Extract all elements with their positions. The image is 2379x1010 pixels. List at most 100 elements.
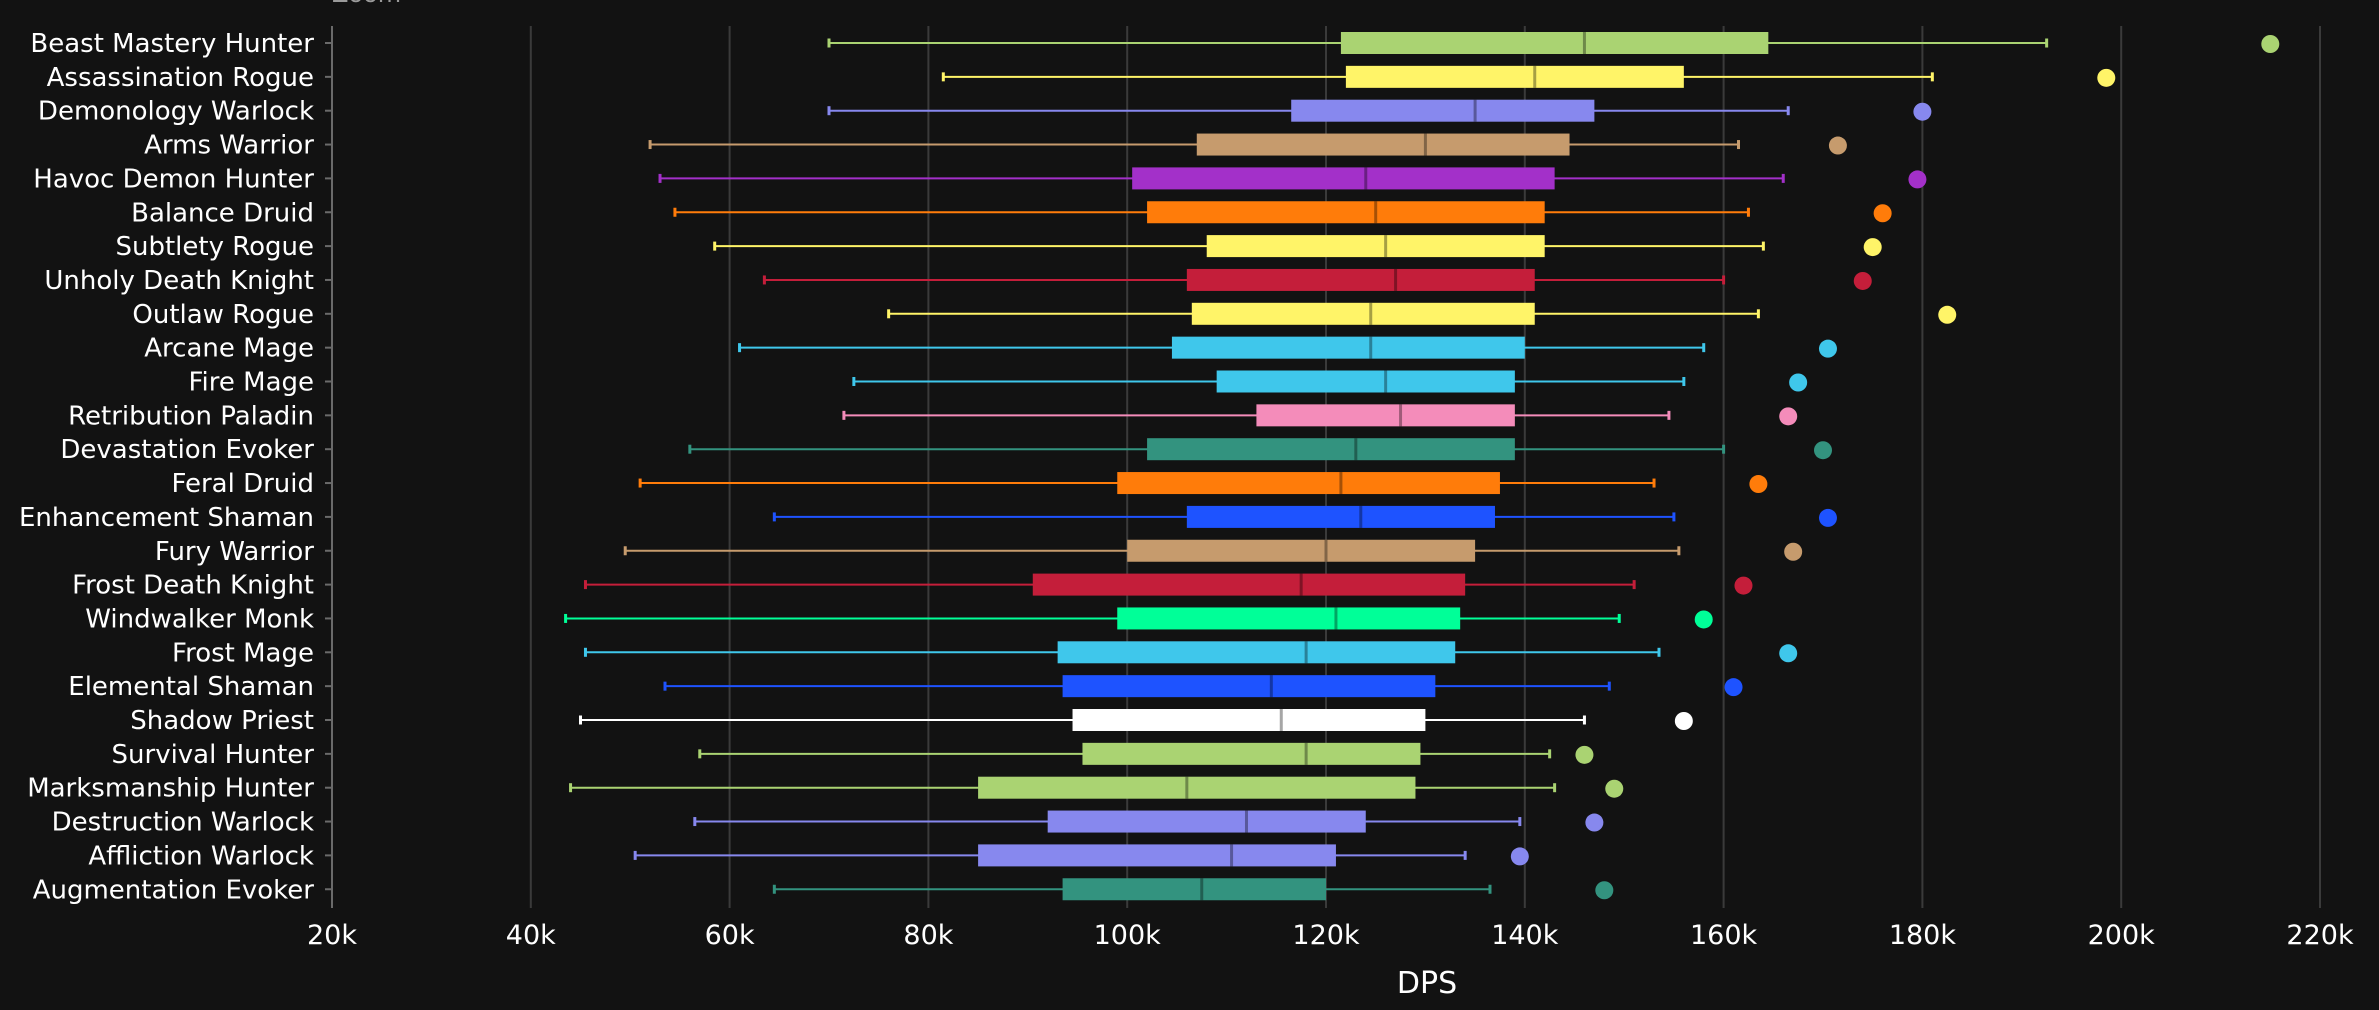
y-category-label: Arcane Mage (144, 334, 314, 364)
y-category-label: Demonology Warlock (38, 97, 314, 127)
y-category-label: Fury Warrior (155, 537, 314, 567)
iqr-box (1191, 302, 1535, 325)
iqr-box (1206, 235, 1545, 258)
max-outlier-point (1605, 779, 1624, 798)
iqr-box (1062, 878, 1326, 901)
iqr-box (1047, 810, 1366, 833)
iqr-box (1256, 404, 1515, 427)
max-outlier-point (2261, 35, 2280, 53)
box-series (887, 302, 1957, 325)
iqr-box (1127, 539, 1476, 562)
x-tick-label: 200k (2088, 920, 2156, 951)
box-series (579, 709, 1693, 731)
iqr-box (1345, 65, 1684, 88)
axes (325, 26, 333, 908)
iqr-box (1186, 505, 1495, 528)
y-category-label: Retribution Paladin (68, 401, 314, 431)
iqr-box (1117, 607, 1461, 630)
box-series (564, 607, 1713, 630)
boxes (564, 32, 2280, 901)
y-category-label: Outlaw Rogue (132, 300, 314, 330)
box-series (623, 539, 1803, 562)
box-series (762, 268, 1872, 291)
max-outlier-point (1749, 475, 1768, 494)
max-outlier-point (1734, 576, 1753, 595)
box-series (658, 167, 1927, 190)
y-category-label: Subtlety Rogue (115, 232, 314, 262)
iqr-box (1186, 268, 1535, 291)
y-category-label: Fire Mage (188, 368, 314, 398)
box-series (738, 336, 1837, 359)
iqr-box (1171, 336, 1525, 359)
max-outlier-point (1818, 508, 1837, 527)
max-outlier-point (1674, 712, 1693, 730)
iqr-box (1057, 641, 1456, 664)
box-series (698, 742, 1594, 765)
max-outlier-point (1694, 610, 1713, 629)
x-axis-title: DPS (1397, 966, 1457, 1001)
box-series (772, 505, 1837, 528)
max-outlier-point (1789, 373, 1808, 392)
x-tick-label: 20k (307, 920, 357, 951)
box-series (693, 810, 1604, 833)
iqr-box (1147, 438, 1515, 461)
y-category-label: Unholy Death Knight (44, 266, 314, 296)
y-category-label: Arms Warrior (144, 131, 314, 161)
box-series (583, 641, 1798, 664)
x-tick-label: 140k (1491, 920, 1559, 951)
max-outlier-point (1938, 305, 1957, 324)
x-tick-label: 80k (903, 920, 953, 951)
iqr-box (1032, 573, 1466, 596)
max-outlier-point (1585, 813, 1604, 832)
max-outlier-point (1853, 271, 1872, 290)
iqr-box (1291, 99, 1595, 122)
box-series (852, 370, 1808, 393)
box-series (827, 32, 2280, 54)
y-category-label: Frost Death Knight (72, 571, 314, 601)
max-outlier-point (1595, 881, 1614, 900)
y-category-label: Shadow Priest (130, 706, 314, 736)
y-category-label: Windwalker Monk (85, 604, 314, 634)
y-category-label: Survival Hunter (112, 740, 315, 770)
max-outlier-point (1784, 542, 1803, 561)
y-category-label: Frost Mage (172, 638, 314, 668)
iqr-box (1216, 370, 1515, 393)
y-category-label: Feral Druid (171, 469, 314, 499)
iqr-box (1062, 675, 1436, 698)
y-category-label: Destruction Warlock (52, 808, 314, 838)
box-series (842, 404, 1798, 427)
max-outlier-point (1863, 238, 1882, 257)
iqr-box (1082, 742, 1421, 765)
max-outlier-point (1575, 745, 1594, 764)
y-category-label: Enhancement Shaman (19, 503, 314, 533)
box-series (663, 675, 1743, 698)
x-tick-label: 180k (1889, 920, 1957, 951)
y-category-label: Balance Druid (131, 198, 314, 228)
iqr-box (978, 844, 1336, 867)
x-tick-label: 40k (506, 920, 556, 951)
max-outlier-point (1908, 170, 1927, 189)
box-series (713, 235, 1882, 258)
x-tick-label: 120k (1292, 920, 1360, 951)
max-outlier-point (1818, 339, 1837, 358)
y-category-label: Marksmanship Hunter (27, 774, 314, 804)
iqr-box (1147, 201, 1545, 224)
max-outlier-point (1873, 204, 1892, 223)
iqr-box (978, 776, 1416, 799)
box-series (827, 99, 1932, 122)
max-outlier-point (1814, 441, 1832, 460)
y-category-label: Devastation Evoker (60, 435, 314, 465)
y-labels: Beast Mastery Hunter Assassination Rogue D… (19, 29, 314, 905)
box-series (638, 472, 1768, 495)
max-outlier-point (1510, 847, 1529, 866)
x-tick-label: 100k (1094, 920, 1162, 951)
x-tick-label: 220k (2286, 920, 2354, 951)
zoom-label[interactable]: Zoom (332, 0, 401, 8)
box-series (941, 65, 2116, 88)
x-tick-label: 160k (1690, 920, 1758, 951)
box-series (569, 776, 1624, 799)
box-series (648, 133, 1847, 156)
max-outlier-point (1779, 644, 1798, 663)
x-tick-label: 60k (705, 920, 755, 951)
